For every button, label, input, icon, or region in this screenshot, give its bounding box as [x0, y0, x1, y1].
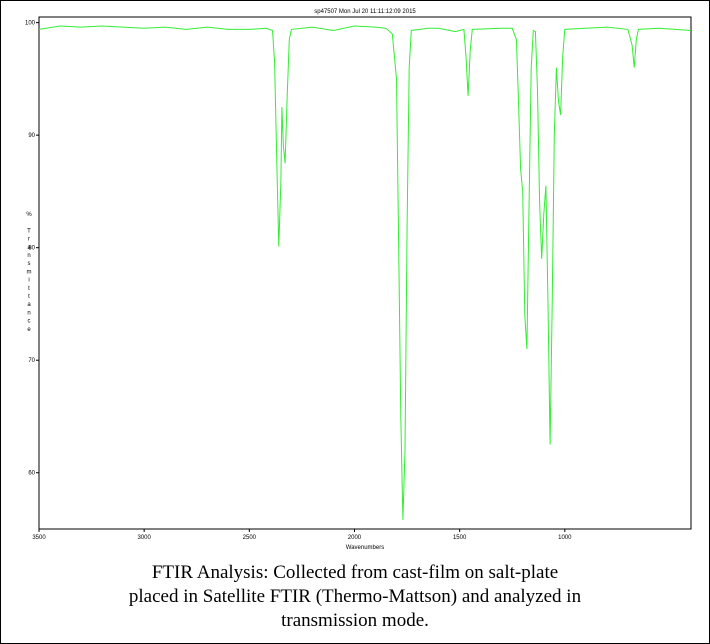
caption-line: transmission mode.	[281, 610, 429, 631]
y-tick-label: 90	[28, 133, 35, 139]
x-tick-label: 2000	[348, 535, 362, 541]
y-axis-label-char: t	[28, 286, 30, 292]
caption-line: FTIR Analysis: Collected from cast-film …	[151, 562, 559, 583]
y-axis-label-char: T	[27, 228, 31, 234]
chart-title: sp47507 Mon Jul 20 11:11:12:09 2015	[314, 9, 416, 15]
y-axis-label-char: a	[27, 245, 31, 251]
y-axis-label-char: c	[28, 319, 31, 325]
spectrum-chart-svg: sp47507 Mon Jul 20 11:11:12:09 2015 60 70…	[25, 9, 692, 551]
spectrum-plot: sp47507 Mon Jul 20 11:11:12:09 2015 60 70…	[1, 1, 709, 557]
y-axis-label-char: n	[27, 253, 30, 259]
y-axis-ticks: 60 70 80 90 100	[25, 21, 39, 477]
y-axis-label-char: t	[28, 294, 30, 300]
x-axis-label: Wavenumbers	[346, 545, 384, 551]
x-tick-label: 3500	[32, 535, 46, 541]
x-tick-label: 3000	[137, 535, 151, 541]
y-axis-label-char: %	[26, 212, 32, 218]
y-tick-label: 70	[28, 358, 35, 364]
y-tick-label: 80	[28, 246, 35, 252]
plot-box	[38, 16, 692, 530]
x-tick-label: 1500	[453, 535, 467, 541]
y-tick-label: 100	[25, 21, 36, 27]
x-axis-ticks: 3500 3000 2500 2000 1500 1000	[32, 529, 572, 541]
y-axis-label-char: m	[27, 269, 32, 275]
y-axis-label-char: s	[28, 261, 31, 267]
x-tick-label: 2500	[243, 535, 257, 541]
spectrum-line	[38, 25, 692, 521]
y-axis-label-char: a	[27, 302, 31, 308]
y-axis-label-char: i	[28, 278, 29, 284]
y-axis-label-char: r	[28, 237, 30, 243]
y-axis-label-char: e	[27, 327, 31, 333]
caption-line: placed in Satellite FTIR (Thermo-Mattson…	[128, 586, 582, 607]
y-axis-label-char	[28, 220, 30, 226]
y-tick-label: 60	[28, 471, 35, 477]
x-tick-label: 1000	[558, 535, 572, 541]
figure-caption: FTIR Analysis: Collected from cast-film …	[1, 561, 709, 633]
y-axis-label-char: n	[27, 310, 30, 316]
